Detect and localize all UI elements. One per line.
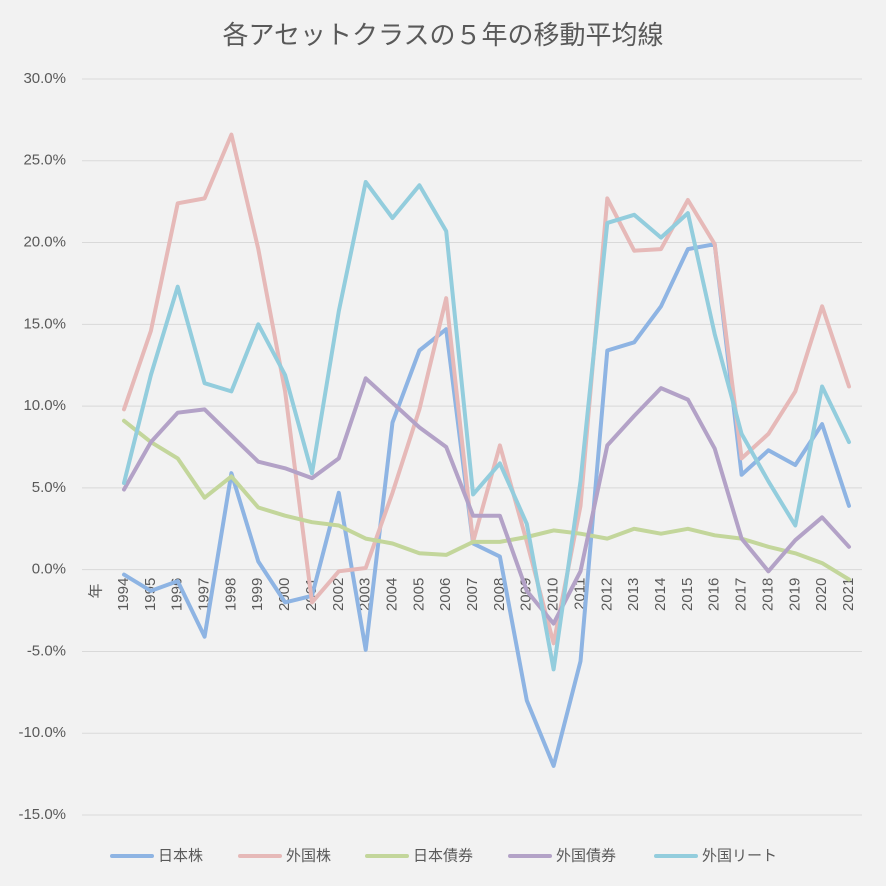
series-line-外国株 [122, 132, 851, 646]
series-lines [122, 132, 851, 768]
x-tick-label: 1994 [115, 578, 132, 611]
series-line-外国リート [122, 180, 851, 672]
series-line-日本債券 [122, 418, 851, 582]
x-tick-label: 2017 [733, 578, 750, 611]
x-tick-label: 2019 [786, 578, 803, 611]
x-tick-label: 1995 [142, 578, 159, 611]
y-tick-label: 30.0% [23, 70, 66, 87]
y-tick-label: 20.0% [23, 234, 66, 251]
x-tick-label: 2004 [383, 578, 400, 611]
x-axis-label: 年 [87, 583, 105, 598]
x-tick-label: 2018 [759, 578, 776, 611]
gridlines [82, 78, 862, 816]
legend-label: 日本株 [158, 847, 203, 865]
x-tick-label: 2013 [625, 578, 642, 611]
legend-label: 日本債券 [413, 847, 473, 865]
legend: 日本株 外国株 日本債券 外国債券 外国リート [110, 847, 777, 865]
x-tick-label: 2014 [652, 578, 669, 611]
y-tick-label: 10.0% [23, 397, 66, 414]
y-tick-label: -10.0% [18, 724, 66, 741]
x-tick-label: 2007 [464, 578, 481, 611]
y-tick-label: -15.0% [18, 806, 66, 823]
x-tick-label: 2012 [598, 578, 615, 611]
x-tick-label: 1999 [249, 578, 266, 611]
x-axis: 1994 1995 1996 1997 1998 1999 2000 2001 2002 2003… [115, 578, 857, 611]
series-line-日本株 [122, 242, 851, 768]
y-tick-label: 25.0% [23, 152, 66, 169]
x-tick-label: 1998 [222, 578, 239, 611]
x-tick-label: 2006 [437, 578, 454, 611]
x-tick-label: 2016 [706, 578, 723, 611]
y-tick-label: -5.0% [27, 642, 66, 659]
y-tick-label: 5.0% [32, 479, 66, 496]
x-tick-label: 2010 [545, 578, 562, 611]
x-tick-label: 2015 [679, 578, 696, 611]
x-tick-label: 2002 [330, 578, 347, 611]
legend-label: 外国株 [286, 847, 331, 865]
series-line-外国債券 [122, 376, 851, 626]
y-tick-label: 0.0% [32, 561, 66, 578]
legend-label: 外国債券 [556, 847, 616, 865]
y-axis: 30.0% 25.0% 20.0% 15.0% 10.0% 5.0% 0.0% -5.0% -1… [18, 70, 66, 823]
legend-label: 外国リート [702, 847, 777, 865]
y-tick-label: 15.0% [23, 315, 66, 332]
x-tick-label: 2005 [410, 578, 427, 611]
chart-title: 各アセットクラスの５年の移動平均線 [223, 21, 664, 51]
x-tick-label: 2009 [518, 578, 535, 611]
x-tick-label: 2020 [813, 578, 830, 611]
x-tick-label: 2021 [840, 578, 857, 611]
